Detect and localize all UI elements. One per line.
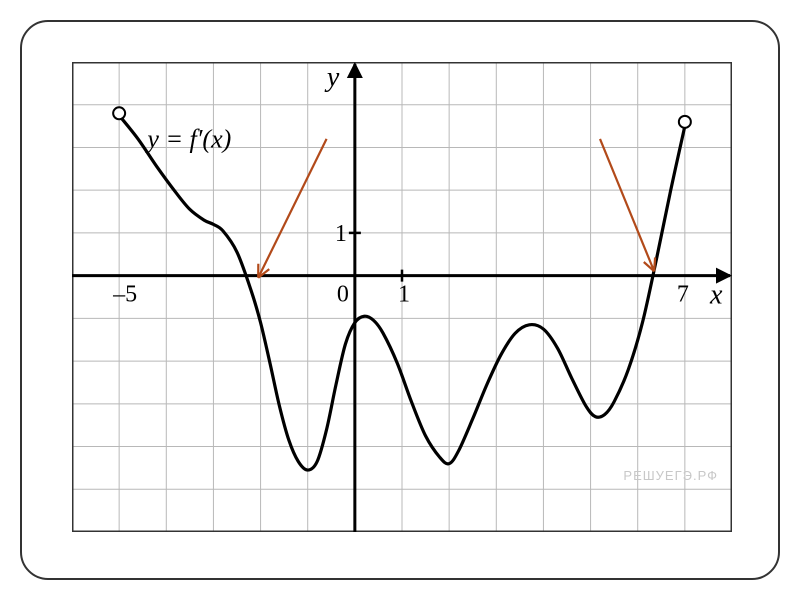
svg-text:7: 7: [677, 282, 689, 308]
svg-text:y = f′(x): y = f′(x): [144, 124, 231, 153]
svg-text:y: y: [324, 62, 340, 93]
svg-text:1: 1: [335, 221, 347, 247]
svg-text:x: x: [709, 280, 723, 311]
svg-text:0: 0: [337, 282, 349, 308]
derivative-chart: –5 0 1 7 1 y x y = f′(x): [72, 62, 732, 532]
svg-text:1: 1: [398, 282, 410, 308]
card-frame: –50171yxy = f′(x) РЕШУЕГЭ.РФ: [20, 20, 780, 580]
chart-container: –5 0 1 7 1 y x y = f′(x): [72, 62, 732, 532]
svg-text:–5: –5: [112, 282, 137, 308]
